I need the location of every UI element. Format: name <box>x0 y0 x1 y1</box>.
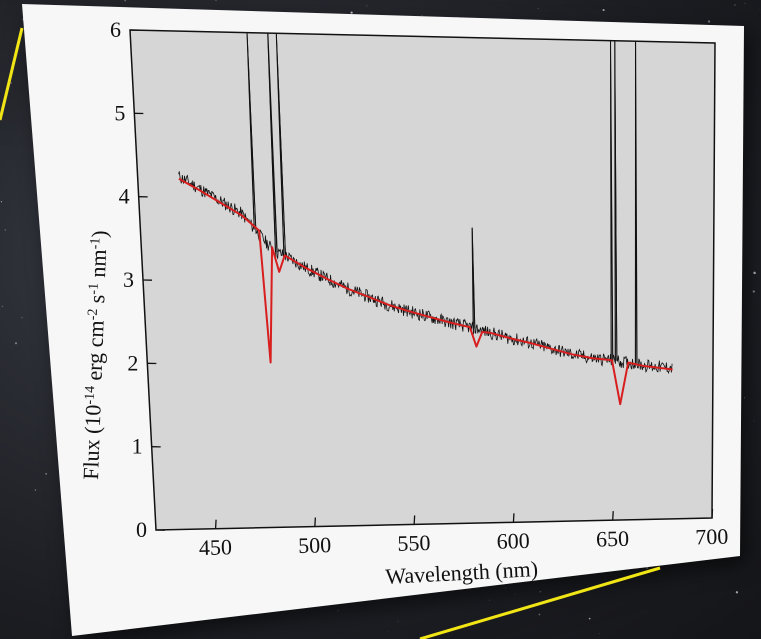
y-axis-title: Flux (10-14 erg cm-2 s-1 nm-1) <box>78 230 112 480</box>
star <box>602 9 605 12</box>
x-tick-label: 450 <box>199 534 233 560</box>
y-tick-label: 3 <box>123 267 134 292</box>
emission-spike <box>275 33 287 256</box>
x-tick <box>314 517 317 527</box>
star <box>735 591 739 594</box>
star <box>646 566 649 570</box>
x-tick-label: 650 <box>596 526 630 552</box>
star <box>504 586 506 588</box>
star <box>748 168 749 170</box>
star <box>124 0 127 2</box>
x-tick-label: 600 <box>496 528 530 554</box>
star <box>337 610 339 612</box>
star <box>4 229 7 231</box>
star <box>753 420 755 422</box>
observed-spectrum-line <box>178 32 673 375</box>
star <box>421 14 423 16</box>
emission-spike <box>634 41 638 364</box>
star <box>744 397 746 399</box>
star <box>350 11 353 14</box>
star <box>215 0 217 1</box>
y-tick-label: 2 <box>127 350 138 375</box>
y-tick-label: 0 <box>136 517 147 542</box>
emission-spike <box>614 40 618 361</box>
y-axis-title-part: -14 <box>82 386 98 405</box>
star <box>514 593 516 595</box>
star <box>489 599 491 601</box>
y-tick-label: 6 <box>110 17 121 42</box>
star <box>537 8 539 10</box>
y-tick-label: 5 <box>114 100 125 125</box>
star <box>753 271 756 275</box>
x-tick <box>214 519 217 529</box>
star <box>0 201 2 203</box>
y-tick-label: 1 <box>132 434 143 459</box>
star <box>744 2 746 4</box>
star <box>598 633 600 634</box>
emission-spike <box>471 227 476 329</box>
star <box>588 617 591 620</box>
x-tick <box>711 508 714 519</box>
x-tick-label: 550 <box>397 530 431 556</box>
star <box>707 20 711 23</box>
pointer-line-bottom <box>419 566 661 639</box>
star <box>539 591 542 593</box>
y-axis-title-part: s <box>84 294 109 309</box>
x-tick <box>413 515 416 525</box>
pointer-line-top <box>0 27 24 121</box>
star <box>45 473 47 475</box>
y-axis-title-part: -2 <box>85 308 100 320</box>
axis-ticks <box>129 29 714 531</box>
x-tick-label: 500 <box>298 532 332 558</box>
star <box>10 82 12 84</box>
y-axis-title-part: -1 <box>88 237 103 249</box>
tick-labels: 450 500 550 600 650 700 0 1 2 3 4 5 6 <box>110 17 729 560</box>
emission-spike <box>267 33 278 253</box>
y-axis-title-part: ) <box>86 230 111 238</box>
x-tick-label: 700 <box>695 524 729 550</box>
y-axis-title-part: -1 <box>86 283 101 295</box>
series-layer <box>178 32 673 406</box>
y-axis-title-part: Flux (10 <box>78 404 106 480</box>
star <box>14 342 18 345</box>
x-tick <box>612 511 614 521</box>
emission-spike <box>610 40 614 361</box>
star <box>1 305 3 308</box>
star <box>538 613 541 616</box>
y-axis-title-part: erg cm <box>81 320 108 386</box>
y-axis-title-part: nm <box>85 249 111 283</box>
star <box>752 290 755 293</box>
star <box>734 4 736 6</box>
x-tick <box>512 513 515 523</box>
model-fit-line <box>178 177 673 406</box>
star <box>34 489 37 491</box>
star <box>397 620 399 622</box>
emission-spike <box>246 32 257 230</box>
y-tick-label: 4 <box>119 184 130 209</box>
star <box>366 5 368 7</box>
star <box>21 316 23 319</box>
plot-area <box>129 29 716 531</box>
